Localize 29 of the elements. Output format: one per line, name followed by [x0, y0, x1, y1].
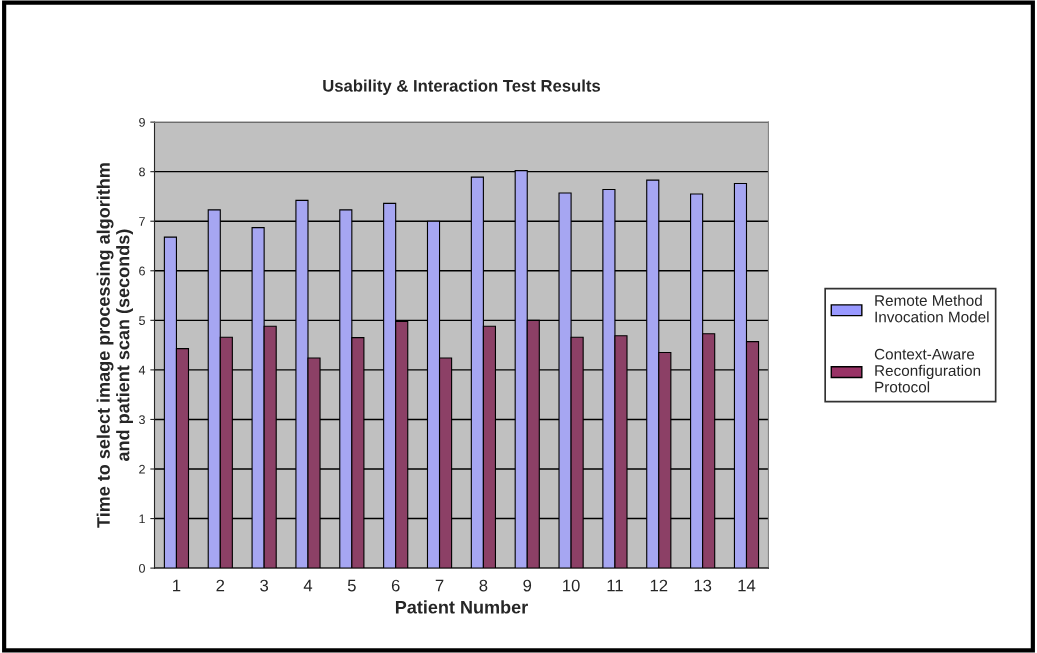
y-tick-label: 5: [139, 316, 145, 325]
legend-label: Context-Aware Reconfiguration Protocol: [874, 348, 981, 393]
x-tick-label: 2: [216, 579, 225, 592]
x-tick-label: 14: [738, 579, 756, 592]
x-tick-label: 8: [479, 579, 488, 592]
x-axis-title: Patient Number: [395, 600, 528, 614]
x-tick-label: 12: [650, 579, 668, 592]
y-axis-title: Time to select image processing algorithm and patient scan (seconds): [96, 163, 133, 528]
x-tick-label: 9: [523, 579, 532, 592]
x-tick-label: 10: [563, 579, 580, 592]
x-tick-label: 7: [435, 579, 444, 592]
y-tick-label: 7: [139, 217, 145, 226]
y-tick-label: 2: [139, 464, 145, 474]
x-tick-label: 6: [391, 579, 400, 592]
y-tick-label: 6: [139, 266, 145, 276]
chart-title: Usability & Interaction Test Results: [323, 79, 601, 96]
y-tick-label: 8: [139, 167, 145, 177]
y-tick-label: 1: [139, 514, 145, 524]
legend-label: Remote Method Invocation Model: [875, 294, 989, 323]
y-tick-label: 0: [139, 563, 145, 573]
y-tick-label: 4: [138, 365, 146, 375]
x-tick-label: 3: [260, 579, 269, 592]
x-tick-label: 11: [607, 579, 623, 592]
y-tick-label: 3: [139, 415, 145, 425]
x-tick-label: 13: [694, 579, 712, 592]
x-tick-label: 4: [303, 579, 313, 592]
x-tick-label: 1: [173, 579, 181, 592]
y-tick-label: 9: [139, 117, 145, 127]
x-tick-label: 5: [347, 579, 356, 592]
